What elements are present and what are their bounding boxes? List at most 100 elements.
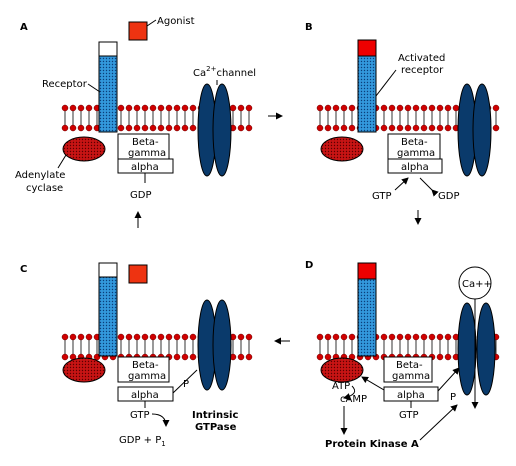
lipid-head — [380, 104, 388, 112]
ca-channel-label: Ca2+channel — [193, 65, 256, 79]
lipid-head — [189, 333, 197, 341]
beta-gamma-d-line2: gamma — [392, 371, 430, 382]
panel-a: A Agonist Receptor Adenylate cyclase Bet… — [15, 16, 256, 201]
lipid-head — [157, 104, 165, 112]
lipid-head — [133, 104, 141, 112]
lipid-head — [428, 104, 436, 112]
lipid-head — [324, 124, 332, 132]
lipid-head — [396, 333, 404, 341]
lipid-head — [141, 104, 149, 112]
panel-a-letter: A — [20, 22, 28, 33]
activated-receptor-line1: Activated — [398, 53, 445, 64]
lipid-head — [316, 353, 324, 361]
lipid-head — [125, 333, 133, 341]
lipid-head — [388, 124, 396, 132]
lipid-head — [173, 333, 181, 341]
lipid-head — [173, 353, 181, 361]
lipid-head — [340, 104, 348, 112]
receptor-a — [98, 55, 118, 133]
panel-b-letter: B — [305, 22, 313, 33]
lipid-head — [117, 124, 125, 132]
lipid-head — [332, 104, 340, 112]
lipid-head — [348, 333, 356, 341]
atp-arrow — [343, 385, 356, 400]
lipid-head — [492, 124, 500, 132]
lipid-head — [181, 104, 189, 112]
activated-receptor-cap — [357, 39, 377, 57]
lipid-head — [77, 333, 85, 341]
gtp-d: GTP — [399, 410, 419, 421]
panel-b: B Activated receptor Beta- gamma alpha G… — [305, 22, 500, 202]
pka-label: Protein Kinase A — [325, 439, 419, 450]
lipid-head — [149, 124, 157, 132]
p-link-c — [172, 369, 198, 394]
lipid-head — [237, 104, 245, 112]
p-c: P — [183, 379, 189, 390]
lipid-head — [316, 104, 324, 112]
lipid-head — [61, 333, 69, 341]
lipid-head — [157, 124, 165, 132]
lipid-head — [117, 104, 125, 112]
lipid-head — [245, 353, 253, 361]
adenylate-cyclase-b — [320, 136, 364, 162]
lipid-head — [173, 104, 181, 112]
lipid-head — [348, 124, 356, 132]
lipid-head — [245, 124, 253, 132]
atp-label: ATP — [332, 381, 350, 392]
alpha-c-label: alpha — [131, 390, 159, 401]
cyclase-label-line2: cyclase — [26, 183, 63, 194]
agonist-label: Agonist — [157, 16, 195, 27]
lipid-head — [420, 333, 428, 341]
lipid-head — [133, 124, 141, 132]
gdp-b: GDP — [438, 191, 459, 202]
lipid-head — [173, 124, 181, 132]
lipid-head — [237, 333, 245, 341]
lipid-head — [436, 353, 444, 361]
panel-c: C Beta- gamma alpha GTP GDP + P1 P Intri… — [20, 262, 253, 448]
alpha-to-channel-arrow — [437, 367, 460, 392]
lipid-head — [404, 333, 412, 341]
lipid-head — [189, 124, 197, 132]
lipid-head — [85, 124, 93, 132]
alpha-b-label: alpha — [401, 162, 429, 173]
lipid-head — [61, 124, 69, 132]
ca-channel-d-right — [476, 302, 496, 396]
alpha-to-cyclase-arrow — [361, 376, 385, 391]
receptor-cap-c — [98, 262, 118, 278]
gtpase-line1: Intrinsic — [192, 410, 238, 421]
lipid-head — [420, 104, 428, 112]
lipid-head — [380, 333, 388, 341]
lipid-head — [117, 333, 125, 341]
lipid-head — [149, 333, 157, 341]
lipid-head — [420, 124, 428, 132]
alpha-a-label: alpha — [131, 162, 159, 173]
lipid-head — [444, 333, 452, 341]
beta-gamma-a-line2: gamma — [128, 148, 166, 159]
lipid-head — [340, 333, 348, 341]
lipid-head — [444, 124, 452, 132]
lipid-head — [165, 124, 173, 132]
ca-channel-d-left — [457, 302, 477, 396]
activated-receptor-cap-d — [357, 262, 377, 280]
lipid-head — [316, 333, 324, 341]
beta-gamma-a-line1: Beta- — [132, 137, 159, 148]
lipid-head — [444, 353, 452, 361]
ca-channel-a-right — [212, 83, 232, 177]
adenylate-cyclase-c — [62, 357, 106, 383]
ca-channel-c-right — [212, 299, 232, 391]
lipid-head — [428, 333, 436, 341]
camp-label: cAMP — [340, 394, 367, 405]
beta-gamma-a — [117, 133, 170, 160]
receptor-cap-a — [98, 41, 118, 57]
lipid-head — [125, 124, 133, 132]
activated-receptor-leader — [375, 69, 397, 97]
gdp-a: GDP — [130, 190, 151, 201]
cyclase-leader-a — [57, 154, 67, 169]
lipid-head — [245, 104, 253, 112]
beta-gamma-b — [387, 133, 441, 160]
lipid-head — [229, 104, 237, 112]
lipid-head — [189, 353, 197, 361]
lipid-head — [412, 104, 420, 112]
lipid-head — [388, 104, 396, 112]
